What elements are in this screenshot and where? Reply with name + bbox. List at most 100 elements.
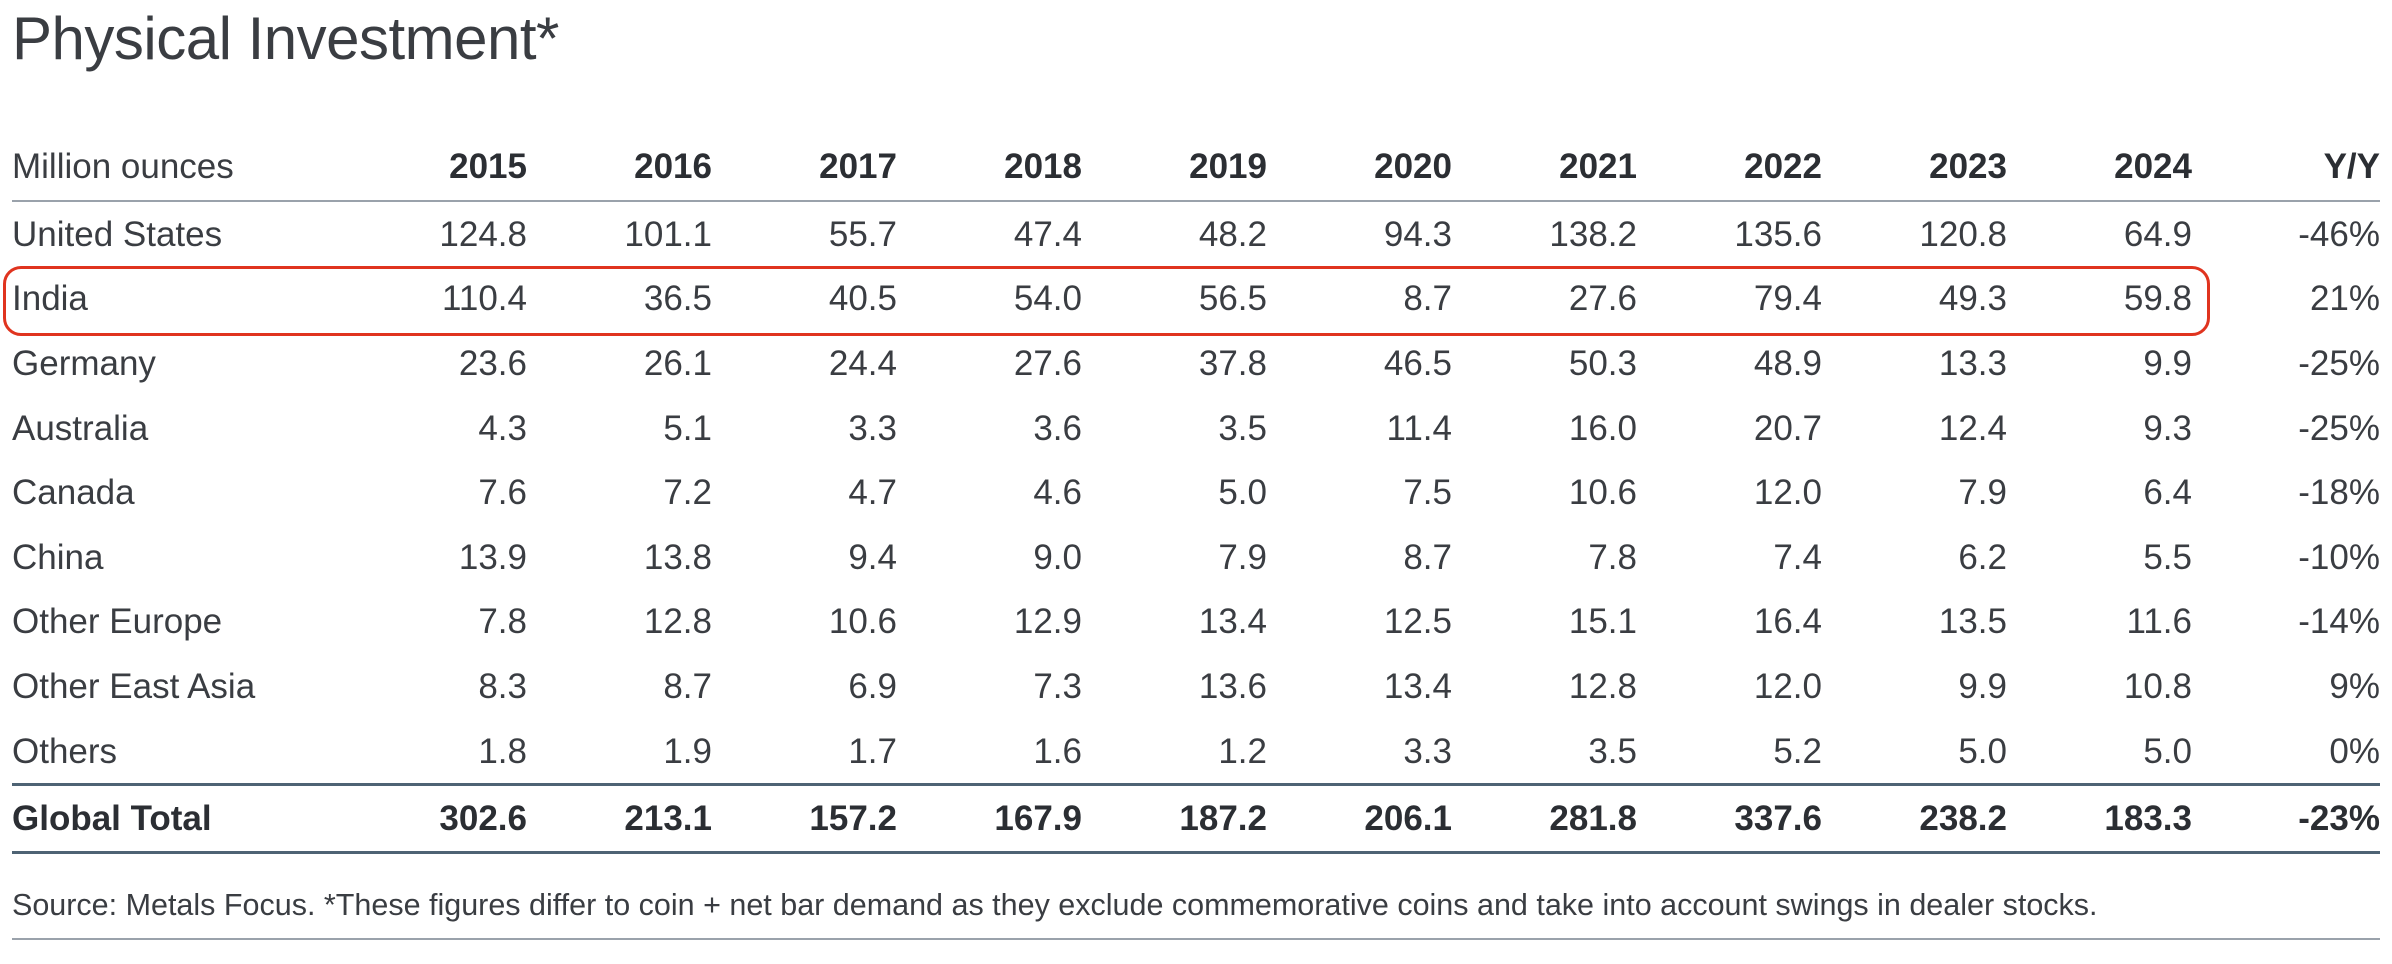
value-cell: 1.8	[478, 731, 527, 771]
yoy-cell: -10%	[2298, 537, 2380, 577]
value-cell: 213.1	[527, 783, 712, 854]
value-cell: 4.6	[1033, 473, 1082, 513]
table-row: Other Europe 7.8 12.8 10.6 12.9 13.4 12.5 15.1 1…	[12, 590, 2380, 655]
header-row: Million ounces 2015 2016 2017 2018 2019 …	[12, 132, 2380, 202]
value-cell: 1.9	[663, 731, 712, 771]
yoy-cell: 9%	[2329, 666, 2380, 706]
total-row: Global Total 302.6 213.1 157.2 167.9 187.2 206…	[12, 783, 2380, 854]
value-cell: 49.3	[1938, 279, 2007, 319]
value-cell: 3.5	[1218, 408, 1267, 448]
value-cell: 56.5	[1198, 279, 1267, 319]
value-cell: 13.4	[1383, 666, 1452, 706]
value-cell: 26.1	[643, 343, 712, 383]
value-cell: 24.4	[828, 343, 897, 383]
column-header-year: 2016	[527, 132, 712, 202]
value-cell: 13.8	[643, 537, 712, 577]
row-label: Other East Asia	[12, 666, 256, 706]
yoy-cell: -46%	[2298, 214, 2380, 254]
value-cell: 16.0	[1568, 408, 1637, 448]
value-cell: 79.4	[1753, 279, 1822, 319]
value-cell: 3.3	[1403, 731, 1452, 771]
value-cell: 7.6	[478, 473, 527, 513]
column-header-year: 2017	[712, 132, 897, 202]
value-cell: 138.2	[1549, 214, 1637, 254]
table-row: Australia 4.3 5.1 3.3 3.6 3.5 11.4 16.0 20.7 12.4…	[12, 396, 2380, 461]
table-row: Others 1.8 1.9 1.7 1.6 1.2 3.3 3.5 5.2 5.0 5.0 0%	[12, 719, 2380, 785]
value-cell: 12.0	[1753, 473, 1822, 513]
value-cell: 27.6	[1013, 343, 1082, 383]
value-cell: 1.2	[1218, 731, 1267, 771]
value-cell: 20.7	[1753, 408, 1822, 448]
value-cell: 6.9	[848, 666, 897, 706]
yoy-cell: -18%	[2298, 473, 2380, 513]
row-label: Other Europe	[12, 602, 223, 642]
row-label: Canada	[12, 473, 135, 513]
value-cell: 4.7	[848, 473, 897, 513]
value-cell: 7.2	[663, 473, 712, 513]
value-cell: 135.6	[1734, 214, 1822, 254]
value-cell: 5.0	[1218, 473, 1267, 513]
column-header-year: 2015	[342, 132, 527, 202]
value-cell: 6.4	[2143, 473, 2192, 513]
value-cell: 3.3	[848, 408, 897, 448]
row-label: Others	[12, 731, 118, 771]
physical-investment-table: Million ounces 2015 2016 2017 2018 2019 …	[12, 132, 2380, 854]
value-cell: 3.5	[1588, 731, 1637, 771]
value-cell: 48.2	[1198, 214, 1267, 254]
value-cell: 302.6	[342, 783, 527, 854]
page-title: Physical Investment*	[12, 5, 559, 72]
value-cell: 8.7	[1403, 279, 1452, 319]
column-header-yoy: Y/Y	[2192, 132, 2380, 202]
yoy-cell: -14%	[2298, 602, 2380, 642]
value-cell: 13.3	[1938, 343, 2007, 383]
yoy-cell: -25%	[2298, 343, 2380, 383]
value-cell: 37.8	[1198, 343, 1267, 383]
table-header: Million ounces 2015 2016 2017 2018 2019 …	[12, 132, 2380, 202]
table-body: United States 124.8 101.1 55.7 47.4 48.2 94.3 1…	[12, 201, 2380, 854]
value-cell: 5.1	[663, 408, 712, 448]
column-header-year: 2019	[1082, 132, 1267, 202]
column-header-year: 2020	[1267, 132, 1452, 202]
yoy-cell: -23%	[2192, 783, 2380, 854]
value-cell: 64.9	[2123, 214, 2192, 254]
value-cell: 337.6	[1637, 783, 1822, 854]
source-note: Source: Metals Focus. *These figures dif…	[12, 888, 2098, 922]
value-cell: 7.9	[1958, 473, 2007, 513]
table-row: Canada 7.6 7.2 4.7 4.6 5.0 7.5 10.6 12.0 7.9 6.4 -1…	[12, 460, 2380, 525]
value-cell: 11.4	[1386, 408, 1452, 448]
value-cell: 281.8	[1452, 783, 1637, 854]
column-header-year: 2024	[2007, 132, 2192, 202]
row-label: Global Total	[12, 783, 342, 854]
value-cell: 110.4	[442, 279, 527, 319]
value-cell: 3.6	[1033, 408, 1082, 448]
value-cell: 7.8	[478, 602, 527, 642]
value-cell: 157.2	[712, 783, 897, 854]
row-label: Australia	[12, 408, 149, 448]
value-cell: 5.0	[1958, 731, 2007, 771]
value-cell: 124.8	[439, 214, 527, 254]
value-cell: 7.8	[1588, 537, 1637, 577]
value-cell: 40.5	[828, 279, 897, 319]
table-row: Other East Asia 8.3 8.7 6.9 7.3 13.6 13.4 12.8 1…	[12, 654, 2380, 719]
value-cell: 1.7	[848, 731, 897, 771]
value-cell: 238.2	[1822, 783, 2007, 854]
row-label: India	[12, 279, 88, 319]
value-cell: 7.4	[1773, 537, 1822, 577]
value-cell: 12.9	[1013, 602, 1082, 642]
table-row: China 13.9 13.8 9.4 9.0 7.9 8.7 7.8 7.4 6.2 5.5 -10…	[12, 525, 2380, 590]
value-cell: 36.5	[643, 279, 712, 319]
value-cell: 206.1	[1267, 783, 1452, 854]
column-header-unit: Million ounces	[12, 132, 342, 202]
value-cell: 101.1	[624, 214, 712, 254]
yoy-cell: 0%	[2329, 731, 2380, 771]
value-cell: 16.4	[1753, 602, 1822, 642]
value-cell: 9.9	[2143, 343, 2192, 383]
value-cell: 6.2	[1958, 537, 2007, 577]
value-cell: 9.0	[1033, 537, 1082, 577]
value-cell: 5.0	[2143, 731, 2192, 771]
value-cell: 10.6	[828, 602, 897, 642]
column-header-year: 2023	[1822, 132, 2007, 202]
table-row: Germany 23.6 26.1 24.4 27.6 37.8 46.5 50.3 48.9 1…	[12, 331, 2380, 396]
value-cell: 13.4	[1198, 602, 1267, 642]
value-cell: 47.4	[1013, 214, 1082, 254]
